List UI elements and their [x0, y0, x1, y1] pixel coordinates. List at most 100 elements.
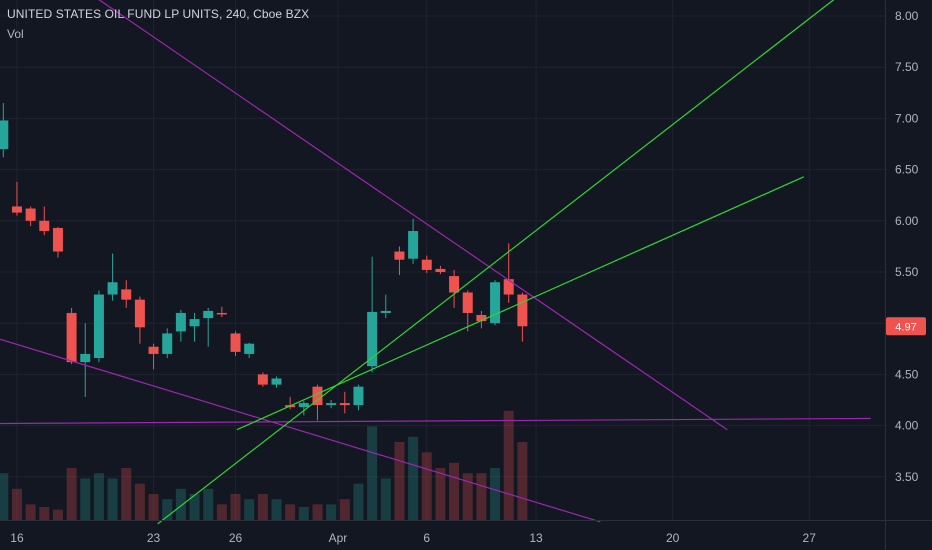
candle-body	[66, 312, 77, 363]
volume-bar	[517, 442, 528, 520]
candle[interactable]	[257, 372, 268, 387]
candle[interactable]	[0, 103, 9, 158]
volume-bar	[39, 507, 50, 520]
volume-bar	[121, 468, 132, 520]
candle-body	[435, 268, 446, 272]
time-tick-label: 6	[423, 531, 430, 545]
candle[interactable]	[203, 307, 214, 347]
candle-body	[476, 315, 487, 322]
candle-body	[517, 294, 528, 327]
candle[interactable]	[326, 400, 337, 409]
candle[interactable]	[216, 306, 227, 318]
candle-body	[394, 251, 405, 260]
candle[interactable]	[353, 384, 364, 411]
candle[interactable]	[449, 269, 460, 308]
candle[interactable]	[394, 246, 405, 276]
volume-bar	[421, 452, 432, 520]
purple-trendline[interactable]	[98, 0, 728, 431]
candle[interactable]	[312, 384, 323, 421]
candle[interactable]	[175, 309, 186, 342]
price-tick-label: 7.00	[895, 111, 919, 125]
candle[interactable]	[421, 255, 432, 274]
purple-trendline[interactable]	[0, 417, 871, 425]
candle-body	[421, 259, 432, 270]
candle-body	[39, 220, 50, 232]
candle[interactable]	[148, 343, 159, 370]
green-trendline[interactable]	[236, 176, 805, 431]
volume-bar	[189, 494, 200, 520]
candle-body	[25, 208, 36, 221]
price-tick-label: 6.00	[895, 214, 919, 228]
volume-indicator-label[interactable]: Vol	[7, 27, 24, 41]
candle[interactable]	[244, 342, 255, 359]
green-trendline[interactable]	[157, 0, 835, 525]
candle[interactable]	[298, 401, 309, 416]
volume-bar	[66, 468, 77, 520]
time-tick-label: 23	[147, 531, 161, 545]
candle[interactable]	[189, 312, 200, 342]
candle-body	[148, 346, 159, 354]
candle[interactable]	[367, 256, 378, 373]
candle[interactable]	[435, 265, 446, 275]
candle-body	[312, 386, 323, 406]
volume-bar	[326, 504, 337, 520]
time-tick-label: 16	[10, 531, 24, 545]
price-tick-label: 3.50	[895, 470, 919, 484]
candle[interactable]	[52, 226, 63, 258]
candle[interactable]	[271, 376, 282, 388]
candle-body	[230, 333, 241, 352]
volume-bar	[230, 494, 241, 520]
candle[interactable]	[339, 391, 350, 414]
trendlines[interactable]	[0, 0, 871, 525]
candle[interactable]	[490, 280, 501, 326]
candle[interactable]	[462, 290, 473, 332]
candle[interactable]	[162, 328, 173, 359]
candle[interactable]	[517, 292, 528, 342]
volume-bar	[380, 478, 391, 520]
price-axis[interactable]: 8.007.507.006.506.005.505.004.504.003.50	[885, 0, 919, 550]
volume-bar	[257, 494, 268, 520]
candle[interactable]	[107, 253, 118, 301]
price-tick-label: 7.50	[895, 60, 919, 74]
candle[interactable]	[134, 296, 145, 344]
candle-body	[175, 312, 186, 332]
last-price-badge-bg	[886, 317, 926, 336]
chart-title: UNITED STATES OIL FUND LP UNITS, 240, Cb…	[7, 7, 310, 21]
volume-bar	[490, 468, 501, 520]
candle-body	[93, 294, 104, 359]
candle[interactable]	[93, 290, 104, 363]
volume-bar	[244, 499, 255, 520]
candle[interactable]	[380, 294, 391, 319]
candle[interactable]	[503, 243, 514, 303]
candle-body	[162, 333, 173, 354]
price-tick-label: 8.00	[895, 9, 919, 23]
candle[interactable]	[39, 206, 50, 236]
volume-bar	[271, 499, 282, 520]
candle-body	[52, 227, 63, 252]
volume-bar	[52, 509, 63, 520]
last-price-value: 4.97	[895, 321, 916, 333]
volume-bar	[285, 504, 296, 520]
candle[interactable]	[80, 323, 91, 397]
candlesticks[interactable]	[0, 103, 528, 421]
candle-body	[298, 403, 309, 408]
candle[interactable]	[25, 206, 36, 226]
candle[interactable]	[476, 310, 487, 329]
volume-bar	[107, 478, 118, 520]
volume-bar	[394, 442, 405, 520]
candle[interactable]	[66, 307, 77, 365]
candle-body	[490, 282, 501, 324]
volume-bar	[476, 473, 487, 520]
candle[interactable]	[230, 331, 241, 356]
volume-bar	[175, 488, 186, 520]
volume-bar	[367, 426, 378, 520]
candle[interactable]	[121, 280, 132, 308]
purple-trendline[interactable]	[0, 337, 601, 523]
candle-body	[80, 353, 91, 363]
candle[interactable]	[408, 218, 419, 264]
candle[interactable]	[11, 181, 22, 216]
time-axis[interactable]: 16 23 26 Apr 6 13 20 27	[0, 520, 932, 546]
volume-bar	[0, 473, 9, 520]
candle-body	[503, 279, 514, 295]
